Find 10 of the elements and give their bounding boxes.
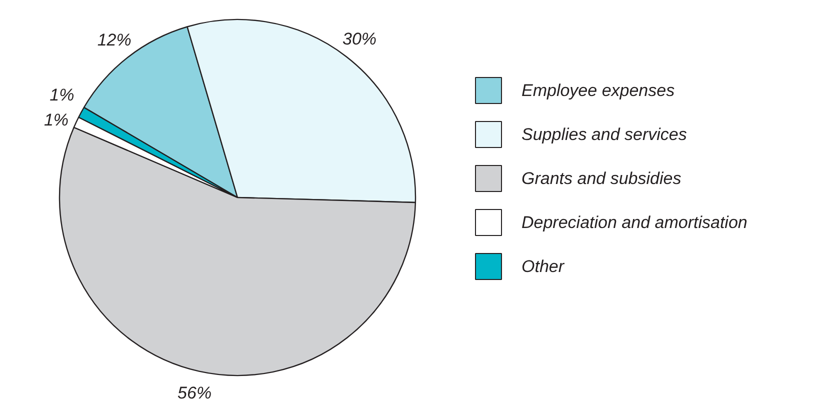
legend-label: Supplies and services — [522, 125, 688, 144]
data-label: 1% — [44, 110, 69, 130]
legend-label: Other — [522, 257, 566, 276]
data-label: 56% — [178, 383, 212, 402]
data-label: 30% — [342, 30, 377, 49]
data-label: 1% — [50, 85, 74, 104]
legend-label: Depreciation and amortisation — [522, 213, 748, 232]
legend-label: Employee expenses — [522, 81, 676, 100]
legend-label: Grants and subsidies — [522, 169, 682, 188]
data-label: 12% — [97, 30, 132, 50]
